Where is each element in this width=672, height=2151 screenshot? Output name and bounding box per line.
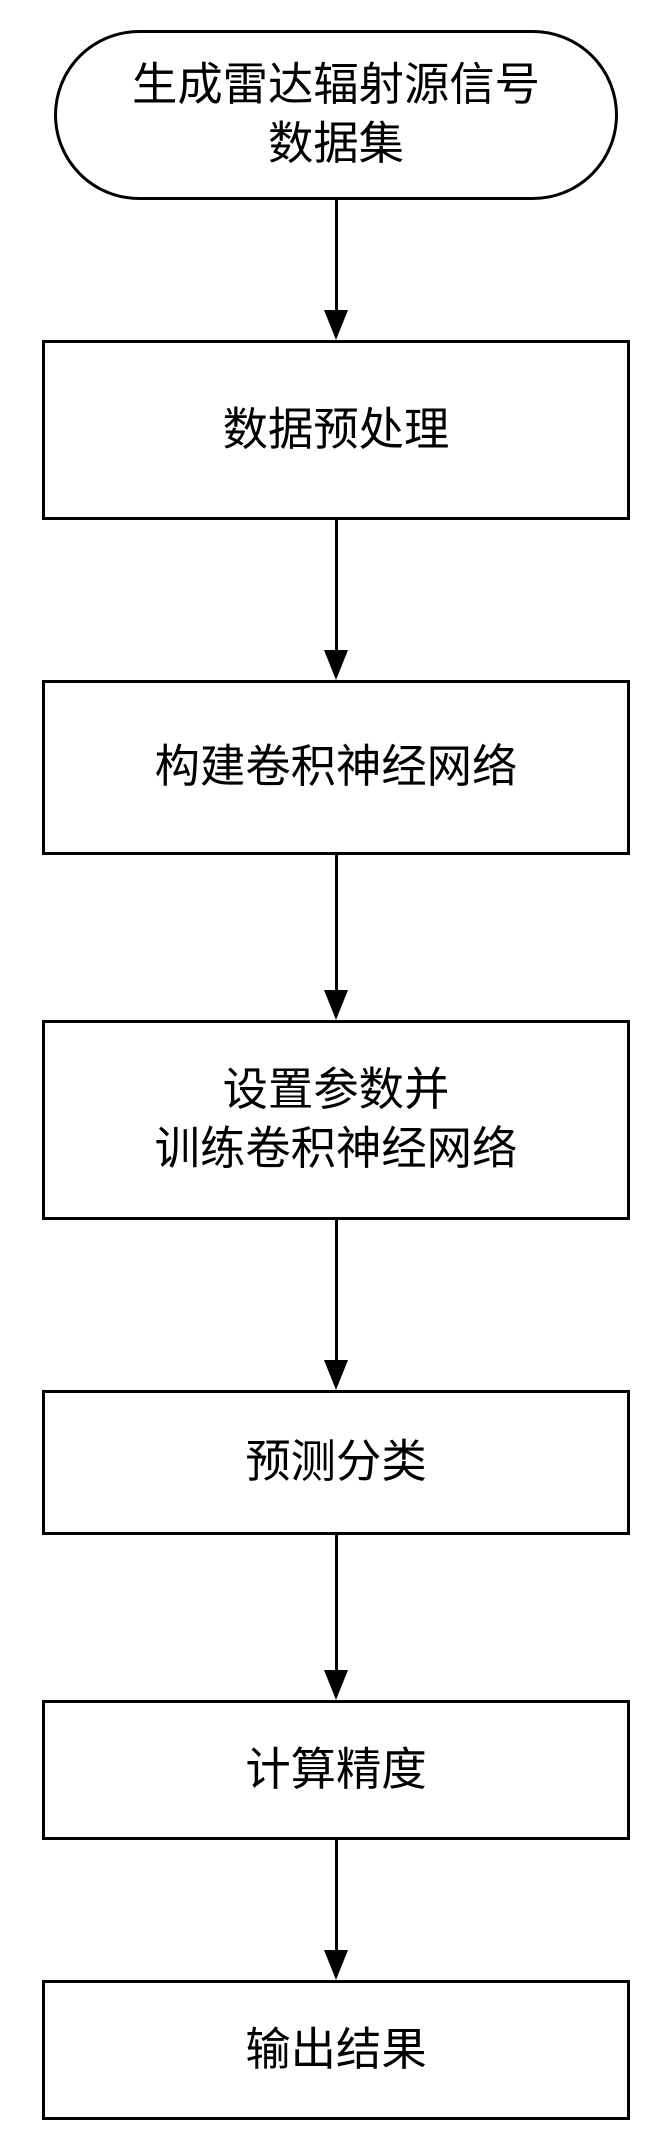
flowchart-edge-arrowhead	[324, 310, 348, 340]
flowchart-node-n1: 数据预处理	[42, 340, 630, 520]
flowchart-edge-line	[335, 855, 338, 992]
node-label: 数据预处理	[223, 401, 450, 460]
flowchart-node-n2: 构建卷积神经网络	[42, 680, 630, 855]
flowchart-node-n6: 输出结果	[42, 1980, 630, 2120]
flowchart-edge-arrowhead	[324, 650, 348, 680]
node-label: 输出结果	[245, 2021, 426, 2080]
flowchart-node-n5: 计算精度	[42, 1700, 630, 1840]
node-label: 预测分类	[245, 1433, 426, 1492]
flowchart-node-n4: 预测分类	[42, 1390, 630, 1535]
flowchart-node-n3: 设置参数并 训练卷积神经网络	[42, 1020, 630, 1220]
flowchart-edge-line	[335, 1535, 338, 1672]
flowchart-node-n0: 生成雷达辐射源信号 数据集	[54, 30, 618, 200]
node-label: 设置参数并 训练卷积神经网络	[155, 1061, 518, 1179]
flowchart-edge-arrowhead	[324, 1670, 348, 1700]
flowchart-edge-line	[335, 1840, 338, 1952]
node-label: 生成雷达辐射源信号 数据集	[132, 56, 540, 174]
flowchart-edge-arrowhead	[324, 1360, 348, 1390]
flowchart-edge-line	[335, 1220, 338, 1362]
node-label: 计算精度	[245, 1741, 426, 1800]
flowchart-canvas: 生成雷达辐射源信号 数据集数据预处理构建卷积神经网络设置参数并 训练卷积神经网络…	[0, 0, 672, 2151]
flowchart-edge-line	[335, 520, 338, 652]
node-label: 构建卷积神经网络	[155, 738, 518, 797]
flowchart-edge-arrowhead	[324, 990, 348, 1020]
flowchart-edge-line	[335, 200, 338, 312]
flowchart-edge-arrowhead	[324, 1950, 348, 1980]
